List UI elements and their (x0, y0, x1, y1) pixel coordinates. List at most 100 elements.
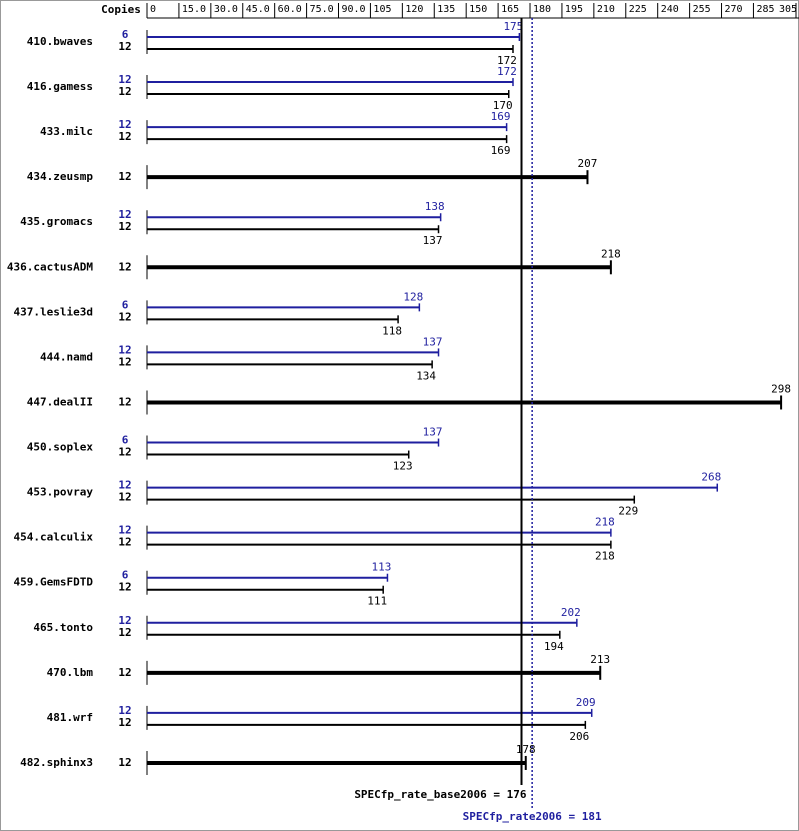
value-label: 137 (423, 335, 443, 348)
copies-header: Copies (101, 3, 141, 16)
value-label: 123 (393, 460, 413, 473)
value-label: 218 (595, 550, 615, 563)
copies: 12 (118, 704, 131, 717)
x-tick-label: 195 (565, 4, 583, 15)
x-tick-label: 255 (693, 4, 711, 15)
copies: 12 (118, 208, 131, 221)
copies: 6 (122, 434, 129, 447)
benchmark-name: 482.sphinx3 (20, 756, 93, 769)
copies: 12 (118, 310, 131, 323)
copies: 12 (118, 479, 131, 492)
benchmark-name: 410.bwaves (27, 35, 93, 48)
x-tick-label: 305 (779, 4, 797, 15)
value-label: 213 (590, 653, 610, 666)
copies: 12 (118, 40, 131, 53)
copies: 6 (122, 298, 129, 311)
value-label: 218 (595, 516, 615, 529)
value-label: 113 (372, 561, 392, 574)
value-label: 169 (491, 110, 511, 123)
x-tick-label: 60.0 (278, 4, 302, 15)
x-tick-label: 135 (437, 4, 455, 15)
copies: 12 (118, 756, 131, 769)
benchmark-name: 450.soplex (27, 441, 94, 454)
x-tick-label: 120 (405, 4, 423, 15)
copies: 6 (122, 569, 129, 582)
copies: 12 (118, 220, 131, 233)
value-label: 134 (416, 369, 436, 382)
benchmark-name: 435.gromacs (20, 215, 93, 228)
value-label: 229 (618, 505, 638, 518)
value-label: 169 (491, 144, 511, 157)
benchmark-name: 447.dealII (27, 395, 93, 408)
copies: 12 (118, 118, 131, 131)
benchmark-name: 433.milc (40, 125, 93, 138)
copies: 12 (118, 85, 131, 98)
benchmark-name: 470.lbm (47, 666, 94, 679)
copies: 12 (118, 491, 131, 504)
value-label: 202 (561, 606, 581, 619)
x-tick-label: 150 (469, 4, 487, 15)
copies: 12 (118, 395, 131, 408)
copies: 12 (118, 536, 131, 549)
x-tick-label: 90.0 (342, 4, 366, 15)
x-tick-label: 75.0 (310, 4, 334, 15)
benchmark-name: 459.GemsFDTD (14, 576, 94, 589)
copies: 12 (118, 524, 131, 537)
value-label: 137 (423, 426, 443, 439)
value-label: 137 (423, 234, 443, 247)
benchmark-name: 416.gamess (27, 80, 93, 93)
x-tick-label: 210 (597, 4, 615, 15)
value-label: 118 (382, 324, 402, 337)
copies: 12 (118, 446, 131, 459)
x-tick-label: 225 (629, 4, 647, 15)
value-label: 194 (544, 640, 564, 653)
copies: 12 (118, 170, 131, 183)
value-label: 268 (701, 471, 721, 484)
copies: 12 (118, 626, 131, 639)
copies: 12 (118, 343, 131, 356)
x-tick-label: 270 (725, 4, 743, 15)
x-tick-label: 165 (501, 4, 519, 15)
benchmark-name: 434.zeusmp (27, 170, 94, 183)
value-label: 170 (493, 99, 513, 112)
copies: 12 (118, 716, 131, 729)
benchmark-name: 453.povray (27, 486, 94, 499)
copies: 12 (118, 666, 131, 679)
x-tick-label: 285 (756, 4, 774, 15)
benchmark-name: 444.namd (40, 350, 93, 363)
benchmark-name: 437.leslie3d (14, 305, 93, 318)
x-tick-label: 45.0 (246, 4, 270, 15)
benchmark-name: 465.tonto (33, 621, 93, 634)
x-tick-label: 0 (150, 4, 156, 15)
value-label: 209 (576, 696, 596, 709)
value-label: 298 (771, 382, 791, 395)
value-label: 128 (403, 290, 423, 303)
copies: 6 (122, 28, 129, 41)
value-label: 172 (497, 65, 517, 78)
value-label: 218 (601, 247, 621, 260)
copies: 12 (118, 73, 131, 86)
value-label: 111 (367, 595, 387, 608)
x-tick-label: 105 (373, 4, 391, 15)
x-tick-label: 240 (661, 4, 679, 15)
value-label: 172 (497, 54, 517, 67)
x-tick-label: 30.0 (214, 4, 238, 15)
copies: 12 (118, 260, 131, 273)
x-tick-label: 180 (533, 4, 551, 15)
benchmark-name: 436.cactusADM (7, 260, 93, 273)
benchmark-name: 481.wrf (47, 711, 93, 724)
reference-label: SPECfp_rate2006 = 181 (463, 810, 602, 823)
reference-label: SPECfp_rate_base2006 = 176 (354, 788, 527, 801)
copies: 12 (118, 355, 131, 368)
benchmark-name: 454.calculix (14, 531, 94, 544)
copies: 12 (118, 614, 131, 627)
copies: 12 (118, 581, 131, 594)
copies: 12 (118, 130, 131, 143)
value-label: 206 (569, 730, 589, 743)
value-label: 207 (578, 157, 598, 170)
x-tick-label: 15.0 (182, 4, 206, 15)
value-label: 138 (425, 200, 445, 213)
value-label: 175 (503, 20, 523, 33)
